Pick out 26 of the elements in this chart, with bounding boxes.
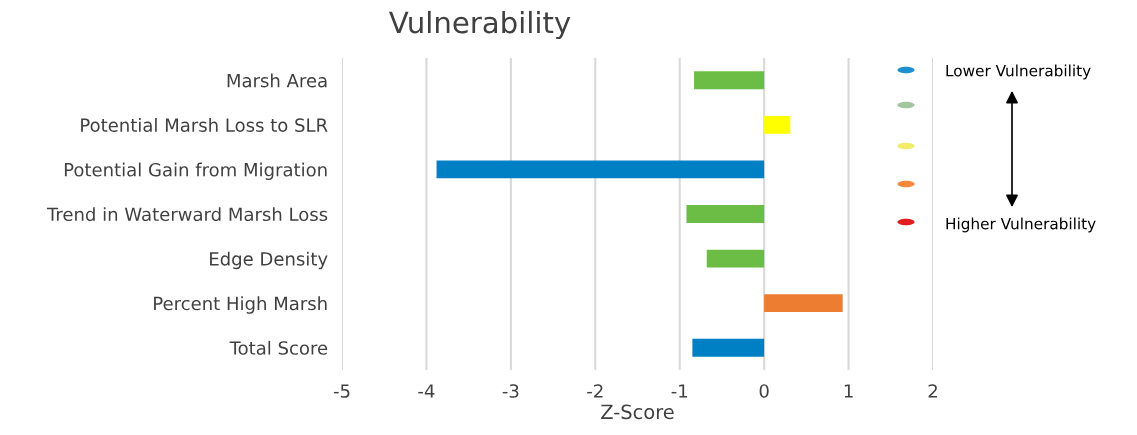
bar xyxy=(764,115,791,134)
bar xyxy=(692,338,765,357)
bar xyxy=(706,249,765,268)
bar xyxy=(436,160,765,179)
bar xyxy=(764,294,843,313)
x-tick-label: -3 xyxy=(502,384,519,398)
y-tick-label: Total Score xyxy=(229,340,328,355)
x-axis-title: Z-Score xyxy=(601,404,674,420)
x-tick-label: -1 xyxy=(671,384,688,398)
y-tick-label: Potential Marsh Loss to SLR xyxy=(81,118,328,132)
y-tick-label: Edge Density xyxy=(210,251,328,270)
text: Higher Vulnerability xyxy=(946,217,1096,233)
chart-title: Vulnerability xyxy=(389,10,571,40)
x-tick-label: 1 xyxy=(844,384,853,398)
bar xyxy=(686,205,765,223)
x-tick-label: -5 xyxy=(333,384,350,398)
y-tick-label: Percent High Marsh xyxy=(154,296,327,314)
y-tick-label: Marsh Area xyxy=(227,73,327,88)
y-tick-label: Potential Gain from Migration xyxy=(64,162,327,181)
x-tick-label: -2 xyxy=(587,384,603,398)
x-tick-label: 0 xyxy=(759,384,769,398)
text: Lower Vulnerability xyxy=(946,64,1091,80)
bar xyxy=(694,71,765,90)
x-tick-label: 2 xyxy=(928,384,937,398)
y-tick-label: Trend in Waterward Marsh Loss xyxy=(46,207,328,222)
x-tick-label: -4 xyxy=(418,384,435,398)
